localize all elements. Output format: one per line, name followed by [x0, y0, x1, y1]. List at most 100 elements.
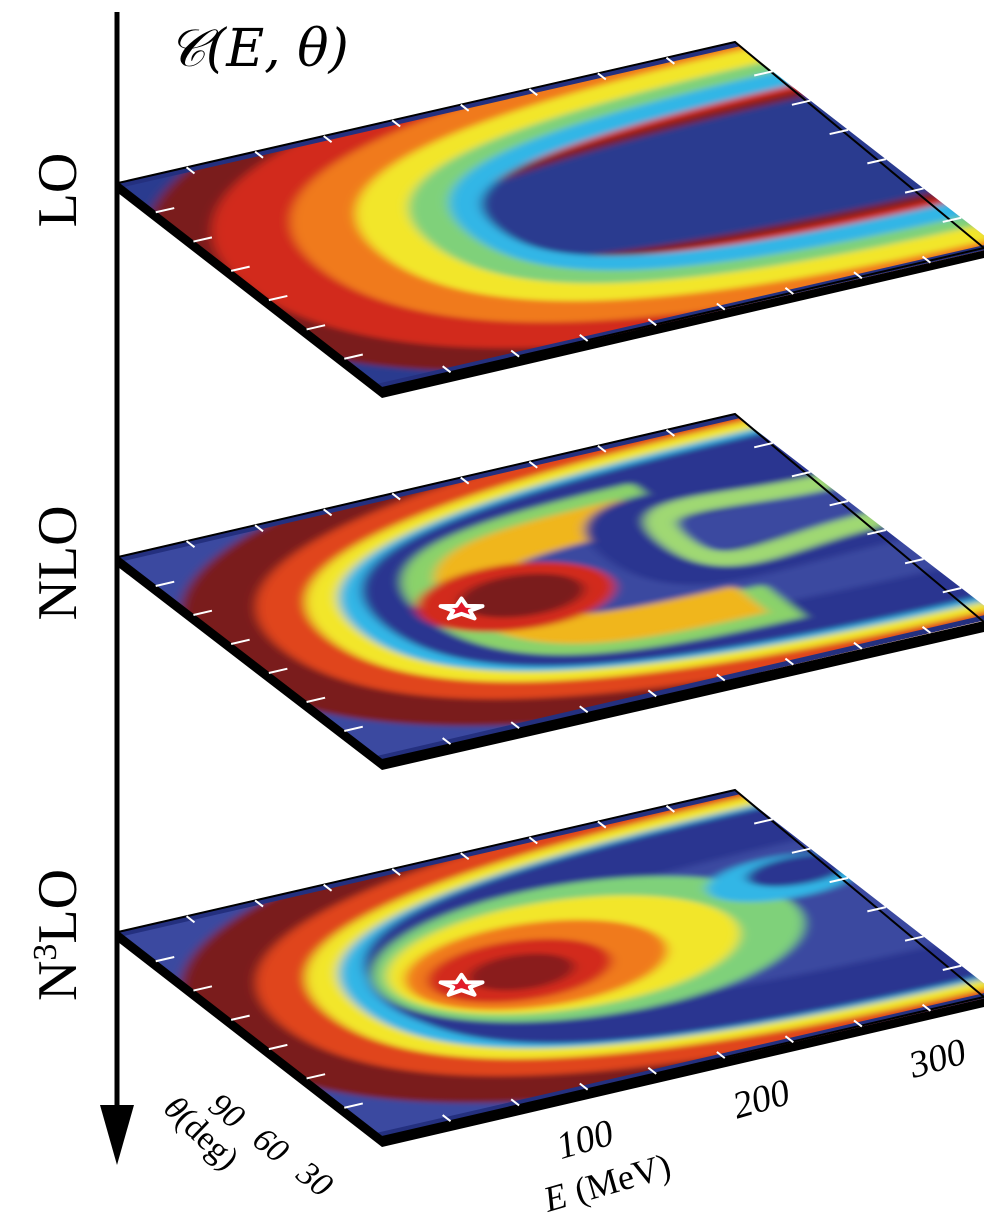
panel-label-nlo: NLO — [27, 505, 89, 620]
chart-title: 𝒞(E, θ) — [168, 19, 349, 79]
panel-edge-front — [382, 622, 984, 770]
tick-e-front — [510, 349, 520, 358]
panel-label-n3lo-sup: 3 — [27, 944, 64, 961]
tick-theta-left — [155, 580, 175, 587]
tick-e-front — [853, 1019, 863, 1028]
tick-e-front — [647, 689, 657, 698]
tick-theta-left — [155, 956, 175, 963]
tick-e-back — [460, 852, 470, 861]
edge-strip-top — [118, 41, 741, 188]
tick-e-back — [391, 492, 401, 501]
edge-strip-top — [118, 789, 741, 937]
tick-e-front — [784, 287, 794, 295]
edge-strip-top — [118, 413, 741, 562]
energy-tick-label: 200 — [728, 1071, 794, 1127]
heatmap-surface — [118, 41, 984, 389]
tick-e-back — [323, 135, 333, 143]
panel-edge-left — [118, 932, 382, 1147]
tick-e-back — [185, 540, 196, 548]
band-cyan — [449, 70, 967, 271]
tick-theta-right — [829, 500, 849, 507]
tick-e-back — [665, 429, 675, 437]
tick-e-back — [597, 444, 607, 453]
tick-e-back — [460, 103, 470, 112]
tick-e-front — [442, 365, 452, 374]
tick-theta-right — [867, 906, 887, 913]
tick-theta-right — [829, 876, 849, 884]
tick-theta-left — [155, 207, 175, 214]
tick-theta-left — [268, 667, 288, 674]
tick-e-back — [597, 72, 607, 81]
tick-theta-left — [193, 236, 213, 243]
tick-e-back — [323, 508, 333, 517]
tick-theta-left — [306, 1073, 326, 1080]
panel-edge-front — [382, 997, 984, 1147]
blob-darkred — [468, 953, 575, 991]
tick-e-back — [185, 915, 196, 924]
tick-theta-left — [344, 353, 364, 360]
tick-e-back — [528, 88, 538, 96]
tick-theta-right — [753, 818, 773, 825]
heatmap-surface — [118, 789, 984, 1138]
tick-theta-right — [791, 471, 811, 478]
tick-theta-right — [791, 847, 811, 854]
tick-e-front — [442, 1114, 452, 1123]
tick-theta-right — [753, 70, 773, 77]
tick-theta-right — [867, 529, 887, 536]
panel-label-n3lo-n: N — [27, 961, 89, 1001]
tick-e-back — [185, 166, 196, 175]
tick-e-back — [665, 56, 675, 65]
theta-tick-label: 30 — [289, 1154, 339, 1205]
energy-tick-label: 300 — [903, 1031, 970, 1087]
optimum-star-marker — [438, 972, 485, 997]
tick-theta-right — [904, 187, 924, 194]
tick-e-front — [647, 318, 657, 327]
tick-theta-right — [904, 558, 924, 565]
tick-theta-left — [344, 1102, 364, 1109]
tick-theta-left — [306, 696, 326, 703]
edge-strip-bottom — [376, 612, 984, 761]
heatmap-surface — [118, 413, 984, 761]
tick-theta-right — [867, 158, 887, 165]
tick-theta-left — [344, 725, 364, 732]
blob-blue — [746, 853, 851, 887]
tick-e-front — [716, 1051, 726, 1059]
tick-e-back — [528, 460, 538, 469]
tick-e-front — [853, 271, 863, 280]
tick-e-front — [647, 1066, 657, 1075]
tick-e-back — [528, 836, 538, 845]
tick-e-front — [853, 641, 863, 650]
tick-e-back — [323, 883, 333, 892]
tick-theta-left — [268, 294, 288, 302]
heatmap-panel-lo — [115, 40, 984, 398]
tick-theta-right — [753, 442, 773, 449]
tick-theta-right — [829, 128, 849, 136]
tick-e-back — [391, 119, 401, 128]
tick-e-front — [784, 1035, 794, 1044]
edge-strip-bottom — [376, 242, 984, 389]
energy-tick-label: 100 — [552, 1112, 618, 1168]
tick-e-front — [921, 626, 932, 634]
panel-label-lo: LO — [27, 153, 89, 228]
panel-edge-left — [118, 557, 382, 770]
tick-e-back — [254, 150, 264, 159]
energy-axis-var: E — [538, 1175, 571, 1220]
tick-e-back — [597, 820, 607, 829]
theta-tick-label: 60 — [246, 1120, 296, 1170]
tick-e-back — [391, 868, 401, 876]
blob-darkred — [458, 573, 585, 618]
tick-e-back — [460, 476, 470, 485]
tick-theta-left — [193, 609, 213, 616]
edge-strip-bottom — [376, 990, 984, 1138]
tick-theta-left — [230, 638, 250, 645]
panel-edge-left — [118, 183, 382, 398]
tick-theta-right — [942, 587, 962, 594]
optimum-star-marker — [438, 596, 485, 621]
tick-theta-right — [791, 99, 811, 106]
tick-e-front — [716, 302, 726, 311]
heatmap-panels — [115, 40, 984, 1147]
tick-e-front — [510, 1098, 520, 1107]
panel-edge-front — [382, 248, 984, 398]
tick-theta-right — [904, 935, 924, 942]
